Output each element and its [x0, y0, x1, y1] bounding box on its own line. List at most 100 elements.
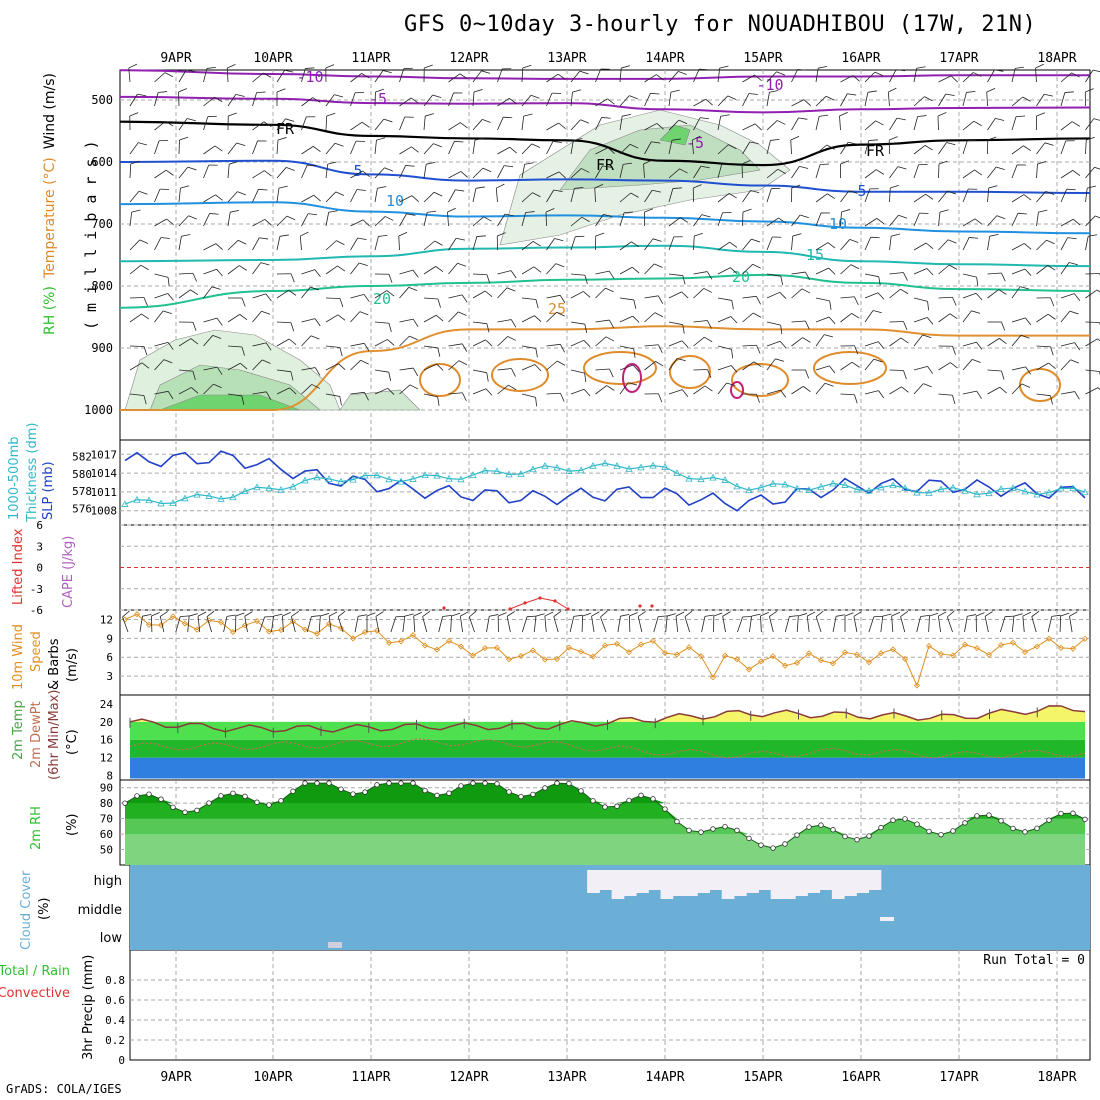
wind-barb: [570, 188, 575, 203]
wind-barb: [1050, 346, 1054, 356]
wind-barb: [668, 236, 675, 251]
rh-marker: [926, 828, 932, 835]
wind-barb: [945, 93, 955, 96]
wind-barb: [399, 97, 412, 107]
wind-barb: [560, 393, 565, 402]
wind10-barb: [460, 611, 469, 617]
wind-barb: [408, 287, 418, 291]
wind-barb: [154, 188, 161, 203]
wind-barb: [570, 273, 585, 276]
wind-barb: [530, 94, 540, 99]
wind-barb: [192, 273, 197, 282]
wind-barb: [840, 264, 852, 275]
cloud-middle-bar: [880, 917, 894, 921]
wind-barb: [938, 362, 951, 371]
wind10-barb: [868, 616, 875, 633]
wind-barb: [290, 273, 295, 283]
wind-barb: [497, 68, 503, 83]
wind-barb: [448, 294, 463, 299]
wind-speed-marker: [625, 649, 633, 656]
wind-barb: [1071, 72, 1080, 78]
wind-barb: [766, 120, 778, 131]
wind-barb: [987, 272, 1002, 275]
wind-barb: [777, 120, 786, 125]
thickness-marker: [169, 499, 177, 506]
wind-barb: [472, 92, 475, 107]
wind-barb: [619, 212, 625, 227]
wind10-barb: [318, 616, 321, 633]
wind-barb: [496, 183, 505, 189]
wind-barb: [621, 65, 630, 69]
wind-barb: [192, 322, 197, 331]
thickness-marker: [385, 475, 393, 483]
wind-barb: [1011, 164, 1018, 179]
wind-speed-marker: [1069, 645, 1077, 652]
rh-marker: [542, 785, 548, 791]
wind-barb: [350, 189, 358, 203]
wind-barb: [644, 263, 655, 275]
temp-contour-loop: [419, 363, 461, 397]
wind-barb: [448, 122, 461, 131]
wind-barb: [534, 364, 542, 372]
wind-barb: [840, 296, 855, 299]
wind-barb: [619, 364, 634, 371]
rh-marker: [374, 782, 380, 788]
wind-barb: [974, 169, 983, 176]
wind-ytick: 12: [100, 613, 113, 626]
wind-barb: [301, 318, 316, 323]
wind-barb: [154, 310, 164, 323]
wind-barb: [850, 264, 860, 270]
rh-marker: [254, 799, 260, 805]
wind10-barb: [498, 612, 507, 617]
wind-barb: [325, 345, 340, 348]
wind-barb: [154, 140, 160, 155]
wind-barb: [154, 92, 159, 107]
wind10-barb: [402, 616, 406, 633]
wind-speed-marker: [193, 626, 201, 633]
wind-barb: [399, 367, 414, 371]
wind-barb: [819, 114, 829, 117]
wind-barb: [949, 264, 958, 270]
wind-barb: [693, 385, 706, 395]
wind-barb: [791, 69, 798, 83]
wind-barb: [423, 314, 437, 323]
wind-speed-marker: [397, 638, 405, 645]
wind-barb: [363, 343, 370, 352]
wind-barb: [497, 270, 512, 275]
thick-ytick: 578: [72, 485, 92, 498]
wind-barb: [426, 161, 436, 165]
rh-marker: [962, 820, 968, 826]
cloud-high-bar: [587, 870, 600, 893]
wind-barb: [658, 393, 663, 403]
wind-barb: [668, 389, 683, 395]
wind-barb: [448, 73, 461, 83]
wind-speed-marker: [301, 626, 309, 633]
wind-barb: [704, 336, 713, 343]
wind-barb: [820, 163, 830, 166]
wind-barb: [475, 186, 485, 189]
wind10-barb: [122, 610, 130, 618]
wind-speed-marker: [685, 644, 693, 651]
contour-label: 5: [857, 182, 866, 200]
wind-barb: [717, 144, 729, 155]
wind-barb: [815, 116, 820, 131]
wind-barb: [1060, 218, 1074, 227]
temp-contour-loop: [583, 351, 657, 385]
wind-barb: [805, 271, 811, 281]
wind10-barb: [142, 613, 152, 617]
wind-barb: [841, 209, 851, 213]
wind-barb: [973, 120, 982, 127]
rh-marker: [362, 789, 368, 795]
thickness-marker: [469, 471, 477, 478]
li-marker: [523, 601, 527, 605]
wind10-barb: [459, 616, 463, 633]
wind-barb: [521, 192, 533, 203]
wind-barb: [752, 263, 761, 269]
wind-barb: [595, 147, 609, 155]
wind-barb: [913, 193, 926, 203]
wind10-barb: [328, 616, 332, 633]
wind-barb: [644, 295, 659, 299]
wind-barb: [619, 164, 624, 179]
upper-wind-barbs: [128, 63, 1100, 407]
thickness-marker: [193, 490, 201, 498]
